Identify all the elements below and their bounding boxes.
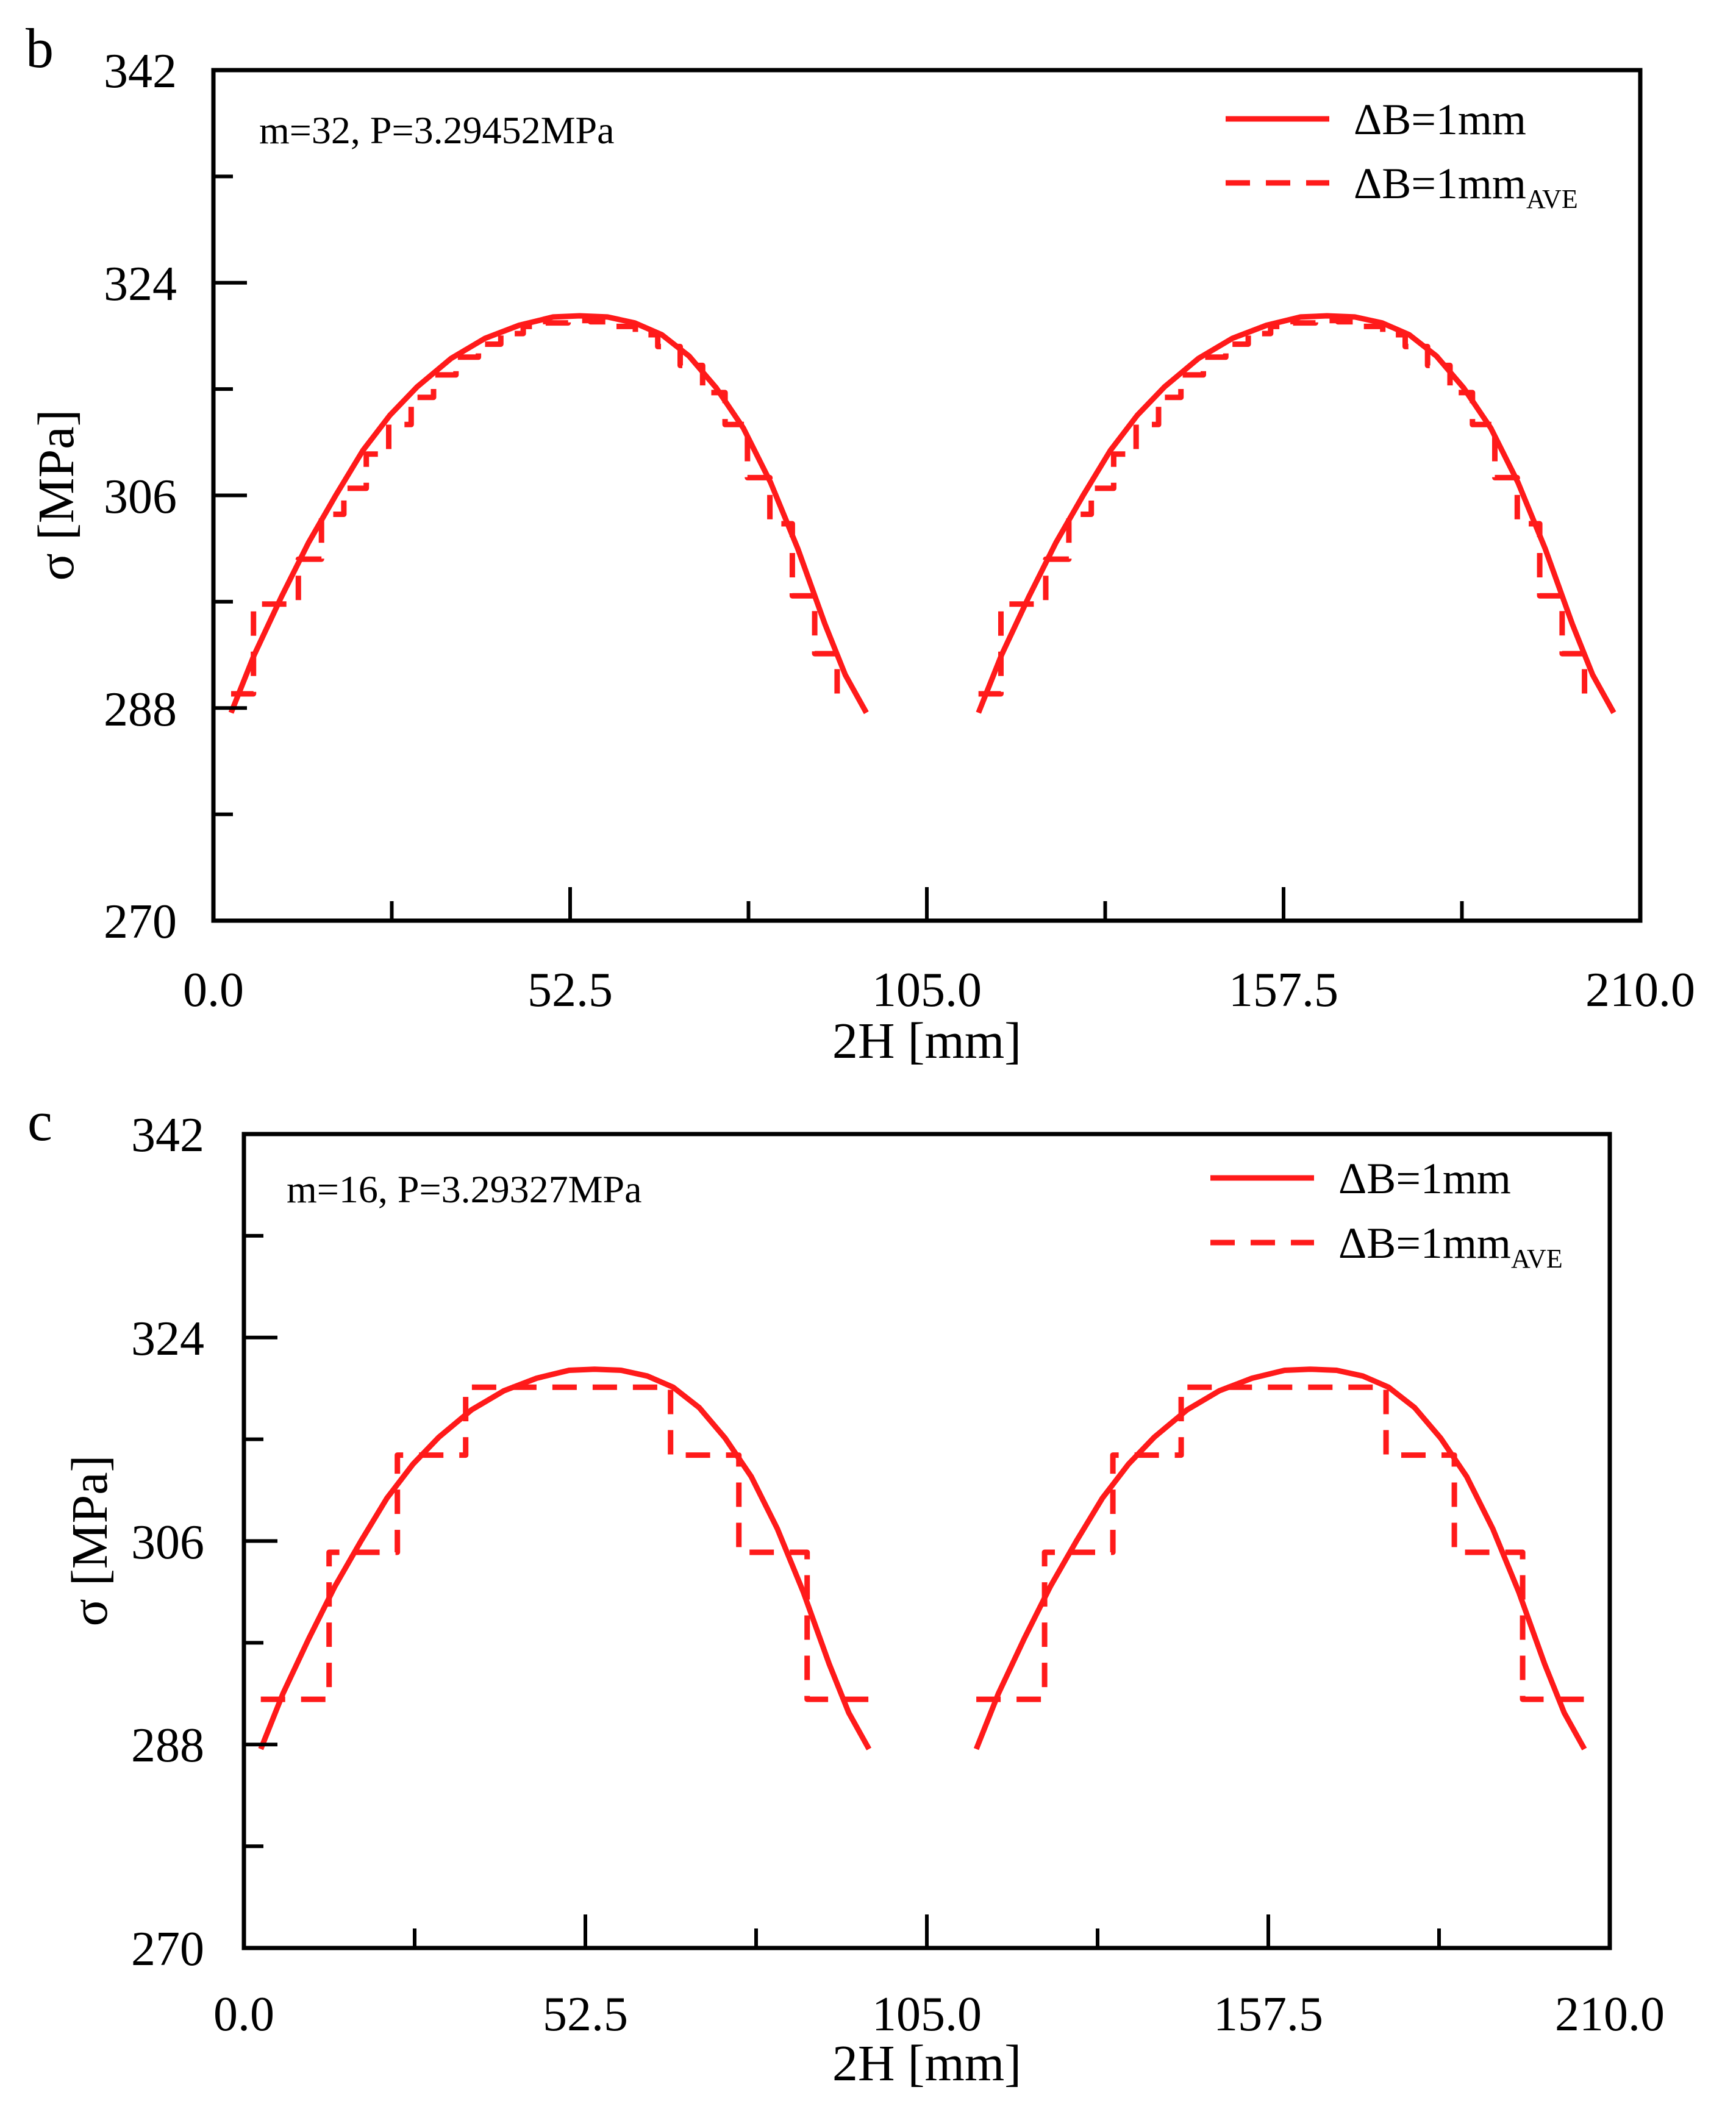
y-tick-labels: 270 288 306 324 342 bbox=[131, 1108, 204, 1976]
parameter-annotation: m=32, P=3.29452MPa bbox=[259, 109, 614, 152]
x-tick-label: 210.0 bbox=[1555, 1988, 1665, 2041]
legend-label-subscript: AVE bbox=[1511, 1244, 1563, 1274]
y-tick-label: 324 bbox=[131, 1312, 204, 1366]
x-tick-label: 157.5 bbox=[1213, 1988, 1323, 2041]
y-tick-labels: 270 288 306 324 342 bbox=[104, 45, 177, 949]
y-tick-label: 306 bbox=[131, 1516, 204, 1569]
legend: ΔB=1mm ΔB=1mmAVE bbox=[1210, 1154, 1563, 1274]
chart-panel-b: b 270 288 306 324 342 0.0 52.5 105.0 157… bbox=[26, 17, 1695, 1069]
series-line-ave bbox=[260, 1384, 870, 1702]
series-line-solid bbox=[976, 313, 1616, 715]
x-tick-label: 105.0 bbox=[872, 1988, 982, 2041]
x-axis-label: 2H [mm] bbox=[832, 2035, 1021, 2092]
x-tick-labels: 0.0 52.5 105.0 157.5 210.0 bbox=[213, 1988, 1665, 2041]
series-line-ave bbox=[231, 318, 840, 701]
x-tick-label: 210.0 bbox=[1585, 963, 1695, 1017]
legend: ΔB=1mm ΔB=1mmAVE bbox=[1226, 95, 1578, 214]
legend-label-main: ΔB=1mm bbox=[1354, 95, 1526, 144]
plot-lines bbox=[228, 313, 1616, 715]
chart-panel-c: c 270 288 306 324 342 0.0 52.5 105.0 157… bbox=[27, 1090, 1665, 2092]
panel-letter: b bbox=[26, 17, 54, 79]
y-tick-label: 342 bbox=[104, 45, 177, 98]
x-tick-label: 105.0 bbox=[872, 963, 982, 1017]
x-tick-labels: 0.0 52.5 105.0 157.5 210.0 bbox=[183, 963, 1695, 1017]
legend-label: ΔB=1mmAVE bbox=[1354, 159, 1578, 214]
axis-ticks bbox=[242, 1132, 1612, 1950]
y-tick-label: 288 bbox=[104, 683, 177, 737]
legend-label-main: ΔB=1mm bbox=[1338, 1219, 1511, 1268]
y-tick-label: 342 bbox=[131, 1108, 204, 1162]
legend-label: ΔB=1mm bbox=[1338, 1154, 1511, 1203]
axis-ticks bbox=[212, 68, 1642, 922]
x-tick-label: 52.5 bbox=[527, 963, 613, 1017]
legend-label: ΔB=1mm bbox=[1354, 95, 1526, 144]
y-tick-label: 270 bbox=[104, 895, 177, 949]
series-line-solid bbox=[973, 1366, 1587, 1750]
legend-label-subscript: AVE bbox=[1526, 184, 1578, 214]
panel-letter: c bbox=[27, 1090, 52, 1152]
y-tick-label: 270 bbox=[131, 1922, 204, 1976]
series-line-ave bbox=[978, 318, 1588, 701]
series-line-solid bbox=[228, 313, 869, 715]
parameter-annotation: m=16, P=3.29327MPa bbox=[287, 1168, 641, 1211]
series-line-solid bbox=[258, 1366, 872, 1750]
legend-label-main: ΔB=1mm bbox=[1338, 1154, 1511, 1203]
y-tick-label: 306 bbox=[104, 470, 177, 524]
x-tick-label: 0.0 bbox=[183, 963, 244, 1017]
y-axis-label: σ [MPa] bbox=[62, 1455, 118, 1627]
legend-label: ΔB=1mmAVE bbox=[1338, 1219, 1563, 1274]
series-line-ave bbox=[976, 1384, 1585, 1702]
plot-lines bbox=[258, 1366, 1587, 1750]
y-tick-label: 324 bbox=[104, 257, 177, 311]
legend-label-main: ΔB=1mm bbox=[1354, 159, 1526, 208]
y-axis-label: σ [MPa] bbox=[28, 410, 85, 581]
x-tick-label: 0.0 bbox=[213, 1988, 274, 2041]
x-axis-label: 2H [mm] bbox=[832, 1013, 1021, 1069]
x-tick-label: 157.5 bbox=[1229, 963, 1338, 1017]
y-tick-label: 288 bbox=[131, 1719, 204, 1772]
x-tick-label: 52.5 bbox=[543, 1988, 628, 2041]
